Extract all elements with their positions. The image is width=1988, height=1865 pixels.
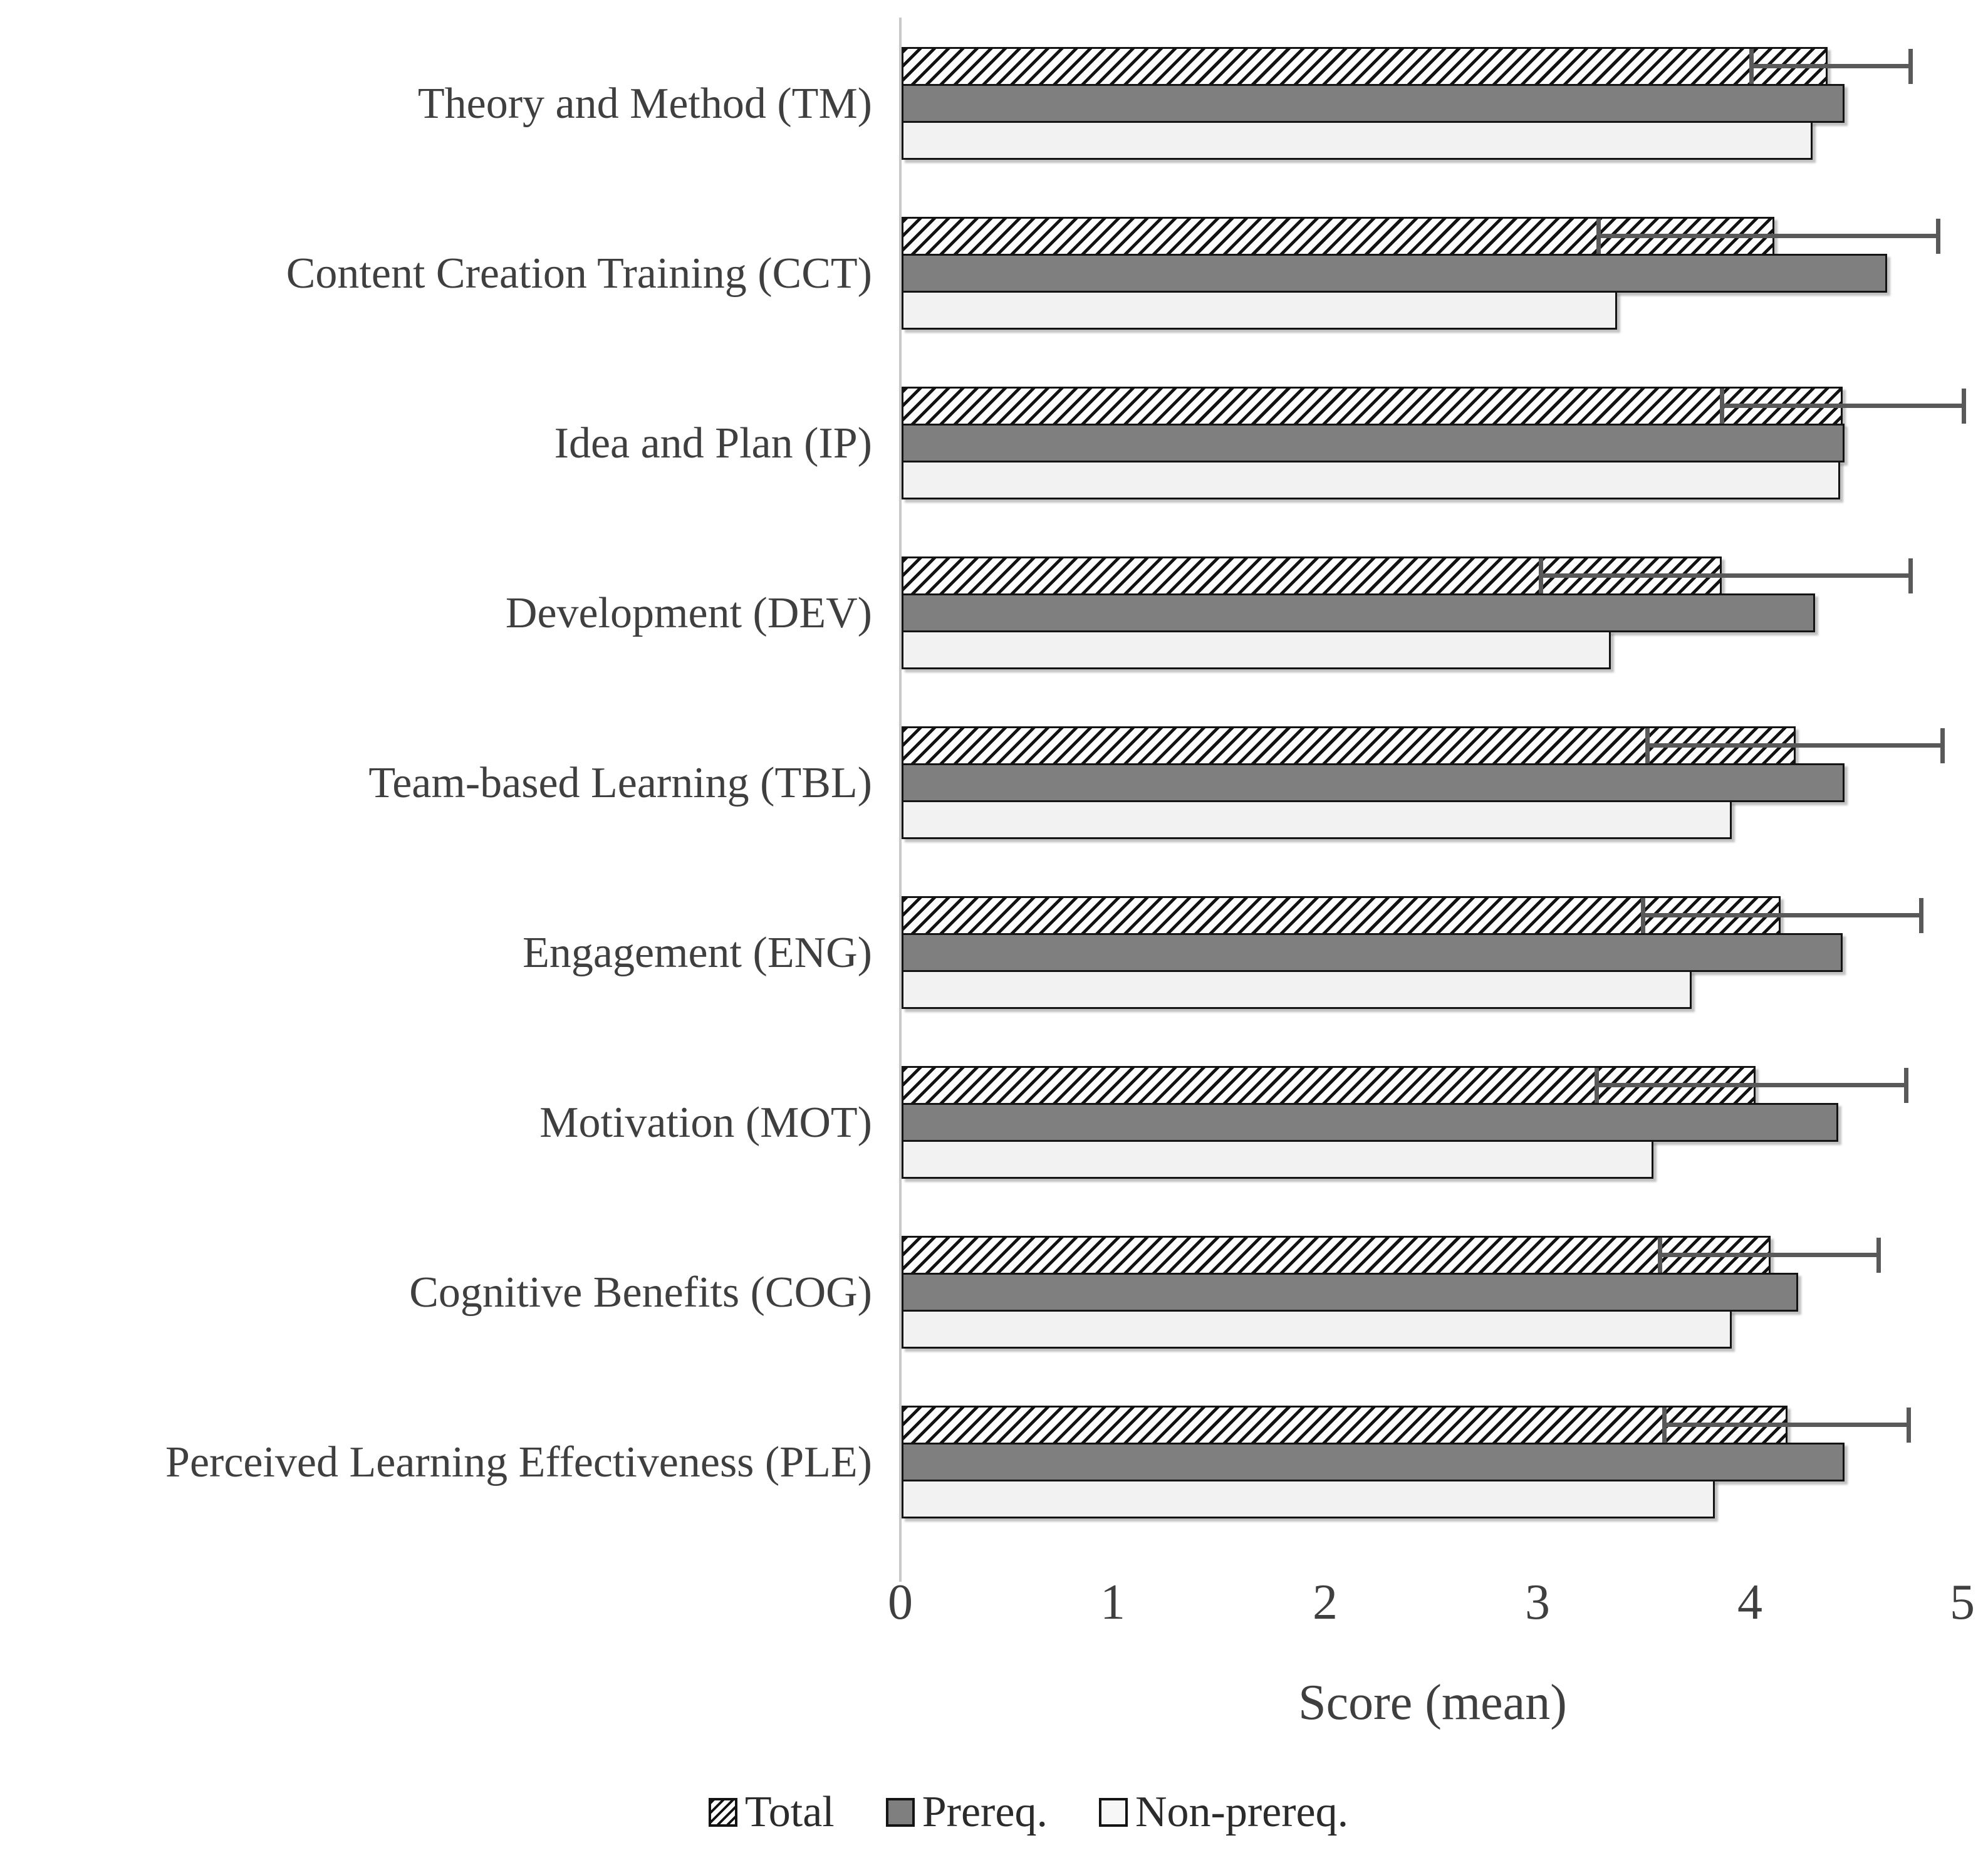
bar-nonprereq xyxy=(902,461,1841,499)
error-bar-cap-high xyxy=(1876,1238,1881,1273)
error-bar-cap-high xyxy=(1906,1408,1911,1443)
x-tick-label: 4 xyxy=(1737,1575,1762,1630)
error-bar-cap-high xyxy=(1940,728,1945,763)
bar-total xyxy=(902,1406,1788,1444)
bar-total xyxy=(902,387,1843,426)
x-axis-title: Score (mean) xyxy=(1298,1675,1567,1730)
bar-nonprereq xyxy=(902,121,1813,160)
error-bar-cap-low xyxy=(1645,728,1650,763)
error-bar-cap-low xyxy=(1594,1068,1599,1103)
category-label: Development (DEV) xyxy=(505,588,872,637)
error-bar-cap-high xyxy=(1962,389,1966,424)
bar-prereq xyxy=(902,763,1845,802)
bar-group xyxy=(902,1406,1964,1522)
category-label: Team-based Learning (TBL) xyxy=(368,758,872,807)
bar-prereq xyxy=(902,1273,1798,1312)
bar-group xyxy=(902,47,1964,164)
error-bar-cap-low xyxy=(1658,1238,1663,1273)
error-bar-cap-low xyxy=(1539,558,1544,593)
bar-group xyxy=(902,217,1964,333)
error-bar-cap-high xyxy=(1908,558,1913,593)
error-bar-line xyxy=(1541,573,1911,578)
category-row: Content Creation Training (CCT) xyxy=(0,189,1988,358)
error-bar-cap-high xyxy=(1936,219,1941,254)
bar-nonprereq xyxy=(902,1310,1732,1349)
bar-prereq xyxy=(902,1103,1838,1142)
x-tick-label: 2 xyxy=(1313,1575,1338,1630)
bar-prereq xyxy=(902,84,1845,123)
x-tick-label: 1 xyxy=(1100,1575,1125,1630)
bar-prereq xyxy=(902,933,1843,972)
category-row: Development (DEV) xyxy=(0,528,1988,698)
error-bar-cap-low xyxy=(1641,898,1646,933)
category-row: Idea and Plan (IP) xyxy=(0,358,1988,528)
legend-swatch-total xyxy=(708,1798,737,1827)
bar-prereq xyxy=(902,424,1845,462)
bar-nonprereq xyxy=(902,1140,1654,1179)
error-bar-cap-low xyxy=(1662,1408,1667,1443)
error-bar-line xyxy=(1751,64,1911,68)
x-tick-label: 0 xyxy=(888,1575,913,1630)
error-bar-cap-low xyxy=(1719,389,1724,424)
error-bar-line xyxy=(1664,1423,1908,1427)
bar-nonprereq xyxy=(902,291,1618,330)
bar-group xyxy=(902,1236,1964,1352)
category-row: Team-based Learning (TBL) xyxy=(0,698,1988,868)
category-label: Engagement (ENG) xyxy=(523,928,872,977)
error-bar-line xyxy=(1721,404,1964,408)
error-bar-line xyxy=(1647,743,1943,748)
error-bar-cap-high xyxy=(1919,898,1924,933)
error-bar-line xyxy=(1643,913,1922,917)
legend-item-prereq: Prereq. xyxy=(885,1787,1048,1837)
category-label: Cognitive Benefits (COG) xyxy=(409,1268,872,1317)
bar-prereq xyxy=(902,1443,1845,1481)
bar-prereq xyxy=(902,254,1887,293)
category-row: Cognitive Benefits (COG) xyxy=(0,1208,1988,1377)
bar-total xyxy=(902,896,1781,935)
plot-area: Theory and Method (TM) Content Creation T… xyxy=(0,19,1988,1547)
bar-group xyxy=(902,896,1964,1013)
legend-item-nonprereq: Non-prereq. xyxy=(1098,1787,1349,1837)
bar-total xyxy=(902,1236,1771,1275)
bar-nonprereq xyxy=(902,970,1692,1009)
category-row: Perceived Learning Effectiveness (PLE) xyxy=(0,1377,1988,1547)
category-label: Theory and Method (TM) xyxy=(417,79,872,128)
category-label: Content Creation Training (CCT) xyxy=(286,249,872,298)
error-bar-cap-low xyxy=(1596,219,1601,254)
category-label: Motivation (MOT) xyxy=(539,1098,872,1147)
legend-item-total: Total xyxy=(708,1787,835,1837)
bar-group xyxy=(902,1066,1964,1183)
category-row: Motivation (MOT) xyxy=(0,1038,1988,1208)
error-bar-line xyxy=(1598,234,1939,238)
category-row: Engagement (ENG) xyxy=(0,868,1988,1038)
bar-group xyxy=(902,556,1964,673)
legend: Total Prereq. Non-prereq. xyxy=(0,1787,1988,1837)
x-tick-label: 3 xyxy=(1525,1575,1550,1630)
category-row: Theory and Method (TM) xyxy=(0,19,1988,189)
bar-group xyxy=(902,387,1966,503)
y-axis-line xyxy=(899,18,902,1582)
bar-prereq xyxy=(902,593,1815,632)
legend-swatch-nonprereq xyxy=(1098,1798,1128,1827)
bar-nonprereq xyxy=(902,630,1611,669)
legend-label: Total xyxy=(744,1788,835,1836)
bar-group xyxy=(902,726,1964,843)
x-tick-label: 5 xyxy=(1950,1575,1975,1630)
bar-nonprereq xyxy=(902,800,1732,839)
legend-label: Prereq. xyxy=(922,1788,1048,1836)
category-label: Perceived Learning Effectiveness (PLE) xyxy=(165,1438,872,1486)
category-label: Idea and Plan (IP) xyxy=(554,419,872,468)
error-bar-cap-high xyxy=(1908,49,1913,84)
bar-total xyxy=(902,47,1828,86)
x-axis-ticks: 0 1 2 3 4 5 xyxy=(0,1574,1988,1643)
error-bar-cap-high xyxy=(1904,1068,1909,1103)
legend-swatch-prereq xyxy=(885,1798,915,1827)
bar-nonprereq xyxy=(902,1480,1715,1518)
error-bar-line xyxy=(1660,1253,1879,1257)
legend-label: Non-prereq. xyxy=(1135,1788,1349,1836)
error-bar-line xyxy=(1596,1083,1907,1087)
error-bar-cap-low xyxy=(1749,49,1754,84)
